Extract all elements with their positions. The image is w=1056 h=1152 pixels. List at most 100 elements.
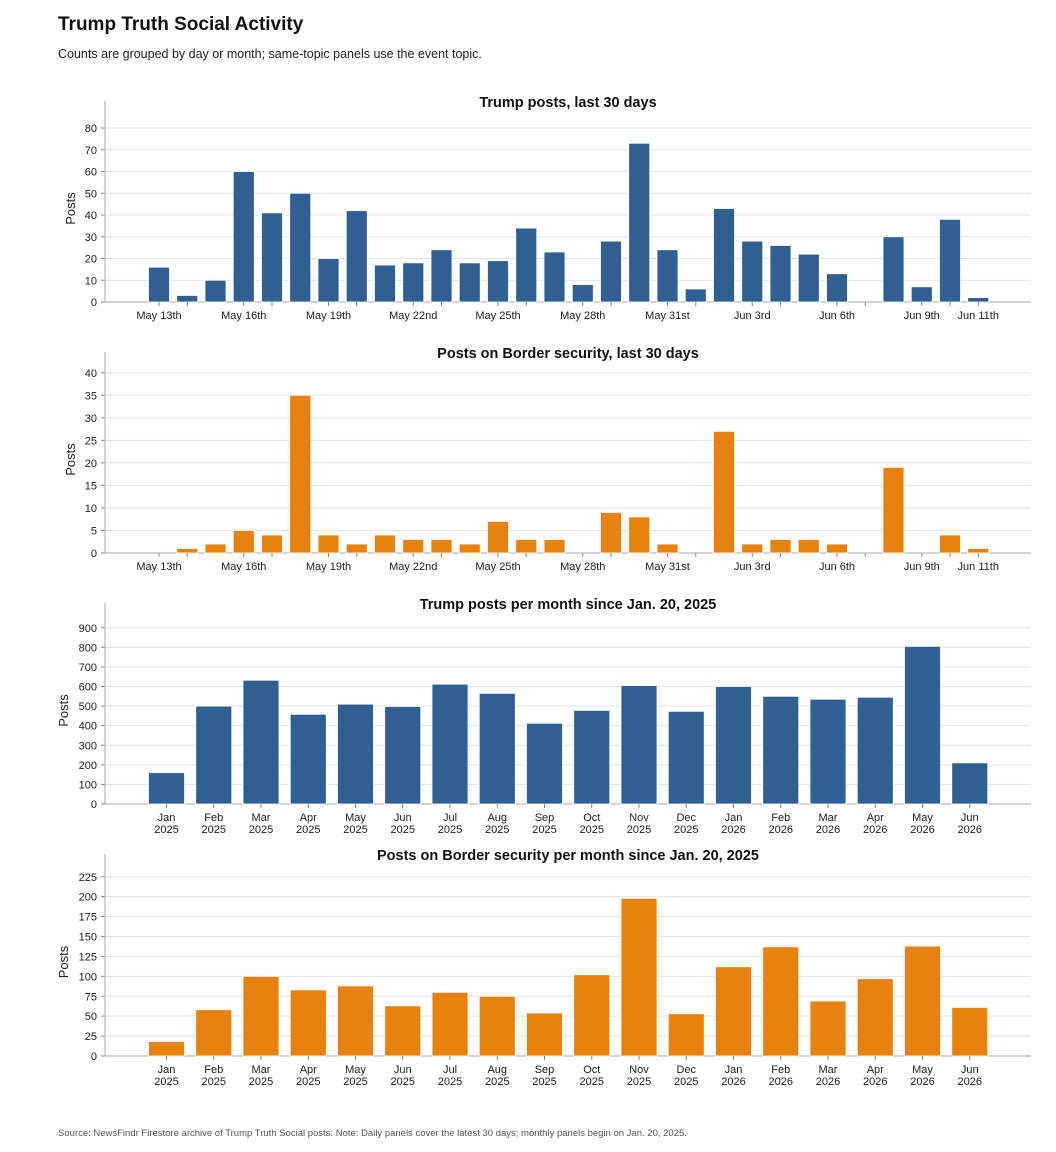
p0-bar [628,142,651,303]
p1-bar [882,466,905,554]
p3-x-tick-label: Jan 2025 [154,1064,178,1088]
p1-x-tick-label: Jun 6th [819,561,855,573]
p1-bar [797,539,820,554]
p3-bar [337,985,374,1057]
p0-bar [374,264,396,303]
p0-bar [543,251,566,303]
p0-chart-title: Trump posts, last 30 days [479,95,656,111]
p1-y-tick-label: 10 [85,503,97,515]
p3-x-tick-label: May 2025 [343,1064,367,1088]
p2-x-tick-label: Jan 2026 [721,812,745,836]
p2-x-tick-label: Dec 2025 [674,812,698,836]
p2-y-tick-label: 900 [79,623,97,635]
p2-bar [195,705,233,805]
p1-y-tick-label: 0 [91,548,97,560]
p1-x-tick-label: May 28th [560,561,605,573]
p2-y-axis-label: Posts [56,694,71,727]
p1-y-tick-label: 40 [85,368,97,380]
p0-bar [826,273,848,303]
p2-bar [715,686,752,805]
p1-x-tick-label: May 31st [645,561,690,573]
p3-x-tick-label: Jun 2026 [958,1064,982,1088]
p2-x-tick-label: Aug 2025 [485,812,509,836]
p0-x-tick-label: May 13th [136,310,181,322]
p0-y-tick-label: 50 [85,188,97,200]
p0-bar [797,253,820,303]
p2-bar [762,695,800,805]
p3-bar [148,1041,185,1057]
p3-x-tick-label: Dec 2025 [674,1064,698,1088]
p2-y-tick-label: 600 [79,682,97,694]
p3-x-tick-label: Feb 2026 [769,1064,793,1088]
p0-y-axis-label: Posts [63,192,78,225]
p3-bar [715,966,752,1057]
p1-x-tick-label: May 22nd [389,561,437,573]
p3-bar [667,1013,705,1057]
p0-bar [402,262,425,303]
p3-x-tick-label: Nov 2025 [627,1064,651,1088]
p1-bar [289,394,312,554]
p2-x-tick-label: Jun 2026 [958,812,982,836]
p2-bar [951,762,989,805]
p2-bar [573,710,611,805]
p3-x-tick-label: Mar 2026 [816,1064,840,1088]
p3-x-tick-label: Jun 2025 [391,1064,415,1088]
p2-x-tick-label: Sep 2025 [532,812,556,836]
p0-bar [769,245,792,303]
p2-x-tick-label: May 2025 [343,812,367,836]
p2-x-tick-label: May 2026 [910,812,934,836]
p1-x-tick-label: May 19th [306,561,351,573]
p0-bar [741,240,764,303]
p3-bar [384,1005,422,1057]
p0-y-tick-label: 10 [85,275,97,287]
p1-bar [967,548,990,554]
p0-y-tick-label: 40 [85,210,97,222]
p1-x-tick-label: May 13th [136,561,181,573]
p0-x-tick-label: Jun 6th [819,310,855,322]
p1-x-tick-label: Jun 3rd [734,561,771,573]
p3-y-tick-label: 200 [79,892,97,904]
p1-bar [317,534,340,554]
p2-y-tick-label: 700 [79,662,97,674]
p2-bar [526,722,563,805]
p2-bar [809,698,847,805]
p3-bar [431,991,469,1057]
p3-x-tick-label: Aug 2025 [485,1064,509,1088]
p2-bar [148,772,185,805]
p1-y-tick-label: 20 [85,458,97,470]
p0-bar [261,212,283,303]
p1-bar [402,539,425,554]
p2-x-tick-label: Jul 2025 [438,812,462,836]
p1-bar [600,512,622,554]
p0-x-tick-label: Jun 11th [958,310,999,322]
p0-y-tick-label: 20 [85,254,97,266]
p3-bar [620,897,658,1057]
chart-monthly-posts: Trump posts per month since Jan. 20, 202… [56,597,1031,836]
p3-chart-title: Posts on Border security per month since… [377,848,759,864]
p1-bar [628,516,651,554]
p1-bar [543,539,566,554]
p2-x-tick-label: Jun 2025 [391,812,415,836]
p1-y-tick-label: 35 [85,390,97,402]
p0-x-tick-label: Jun 9th [904,310,940,322]
p3-bar [526,1012,563,1057]
p3-y-tick-label: 25 [85,1031,97,1043]
p2-x-tick-label: Oct 2025 [580,812,604,836]
p2-x-tick-label: Mar 2026 [816,812,840,836]
p2-bar [620,685,658,805]
p0-y-tick-label: 80 [85,123,97,135]
p0-x-tick-label: May 28th [560,310,605,322]
p0-bar [204,279,227,303]
p3-bar [762,946,800,1057]
p0-bar [910,286,933,303]
p1-bar [458,543,481,554]
p0-bar [289,192,312,303]
page-title: Trump Truth Social Activity [58,14,304,35]
p1-y-tick-label: 25 [85,435,97,447]
p3-x-tick-label: Feb 2025 [202,1064,226,1088]
p0-x-tick-label: May 16th [221,310,266,322]
p3-x-tick-label: Apr 2025 [296,1064,320,1088]
p0-bar [939,218,961,303]
p3-bar [195,1009,233,1057]
p2-bar [904,645,941,805]
